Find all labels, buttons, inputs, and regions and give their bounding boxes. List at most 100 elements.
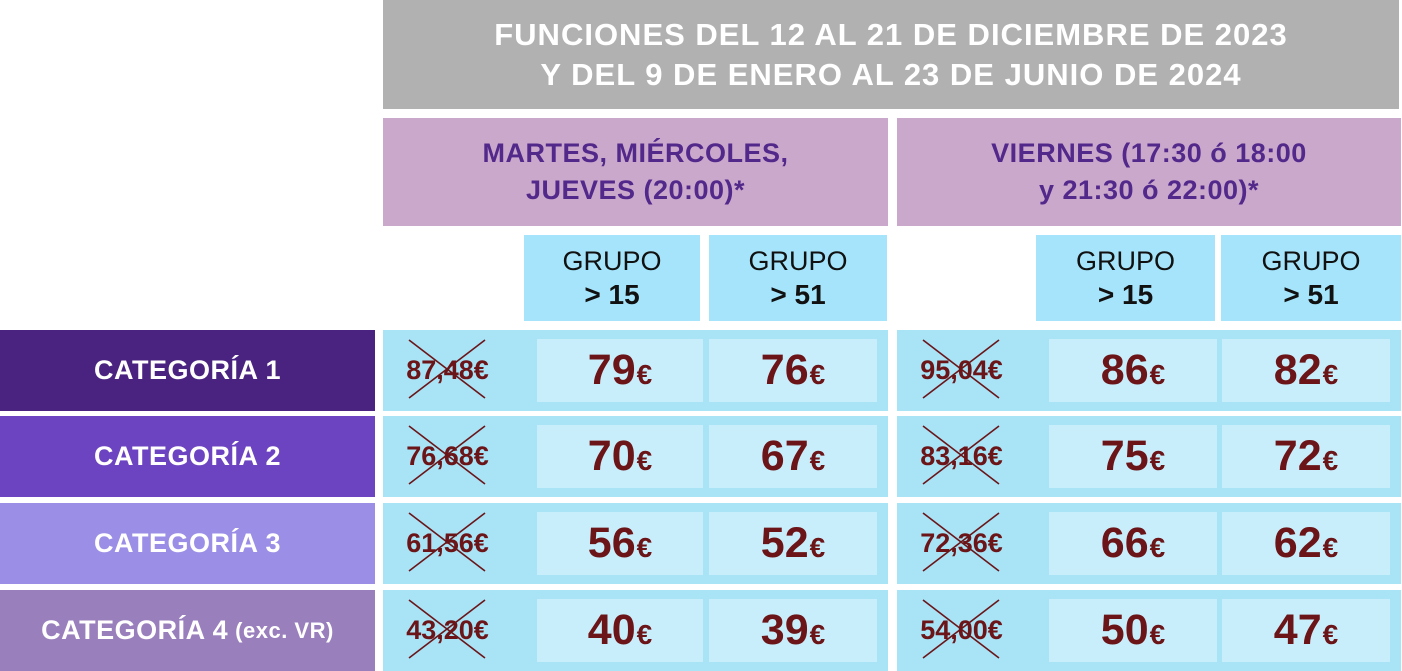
price-value: 75€ [1101, 432, 1165, 481]
price-cell: 66€ [1049, 512, 1217, 575]
category-name: CATEGORÍA 2 [93, 441, 281, 471]
currency-symbol: € [1322, 359, 1339, 390]
day-header-friday: VIERNES (17:30 ó 18:00 y 21:30 ó 22:00)* [897, 118, 1401, 226]
old-price: 61,56€ [385, 503, 510, 584]
currency-symbol: € [1149, 359, 1166, 390]
price-value: 76€ [761, 346, 825, 395]
price-value: 66€ [1101, 519, 1165, 568]
price-cell: 70€ [537, 425, 703, 488]
currency-symbol: € [809, 619, 826, 650]
price-cell: 47€ [1222, 599, 1390, 662]
price-value: 40€ [588, 606, 652, 655]
price-amount: 40 [587, 606, 636, 654]
category-note: (exc. VR) [235, 617, 334, 643]
category-label: CATEGORÍA 3 [0, 503, 375, 584]
price-amount: 62 [1273, 519, 1322, 567]
category-name: CATEGORÍA 3 [93, 528, 281, 558]
price-cell: 67€ [709, 425, 877, 488]
group-header: GRUPO > 15 [524, 235, 700, 321]
day-header-line-2: y 21:30 ó 22:00)* [1038, 175, 1260, 205]
currency-symbol: € [809, 445, 826, 476]
price-cell: 52€ [709, 512, 877, 575]
price-cell: 40€ [537, 599, 703, 662]
price-amount: 76 [760, 346, 809, 394]
currency-symbol: € [636, 532, 653, 563]
currency-symbol: € [1149, 532, 1166, 563]
category-label: CATEGORÍA 1 [0, 330, 375, 411]
price-amount: 79 [587, 346, 636, 394]
price-amount: 39 [760, 606, 809, 654]
group-header: GRUPO > 51 [709, 235, 887, 321]
group-value: > 15 [1097, 279, 1154, 310]
old-price: 76,68€ [385, 416, 510, 497]
group-value: > 51 [770, 279, 826, 310]
currency-symbol: € [1322, 532, 1339, 563]
price-amount: 52 [760, 519, 809, 567]
header-line-1: FUNCIONES DEL 12 AL 21 DE DICIEMBRE DE 2… [494, 16, 1288, 52]
strikethrough-cross-icon [408, 512, 486, 572]
strikethrough-cross-icon [922, 512, 1000, 572]
price-cell: 56€ [537, 512, 703, 575]
price-cell: 72€ [1222, 425, 1390, 488]
day-header-line-2: JUEVES (20:00)* [525, 175, 746, 205]
day-header-line-1: MARTES, MIÉRCOLES, [482, 138, 789, 168]
strikethrough-cross-icon [408, 339, 486, 399]
price-cell: 79€ [537, 339, 703, 402]
currency-symbol: € [1322, 445, 1339, 476]
old-price: 72,36€ [899, 503, 1024, 584]
price-value: 72€ [1274, 432, 1338, 481]
currency-symbol: € [1149, 445, 1166, 476]
price-value: 47€ [1274, 606, 1338, 655]
category-name: CATEGORÍA 1 [93, 355, 281, 385]
category-label: CATEGORÍA 2 [0, 416, 375, 497]
strikethrough-cross-icon [922, 339, 1000, 399]
price-value: 39€ [761, 606, 825, 655]
group-header: GRUPO > 15 [1036, 235, 1215, 321]
price-cell: 82€ [1222, 339, 1390, 402]
currency-symbol: € [809, 532, 826, 563]
price-cell: 50€ [1049, 599, 1217, 662]
price-amount: 56 [587, 519, 636, 567]
old-price: 83,16€ [899, 416, 1024, 497]
old-price: 87,48€ [385, 330, 510, 411]
price-cell: 75€ [1049, 425, 1217, 488]
price-amount: 70 [587, 432, 636, 480]
price-value: 67€ [761, 432, 825, 481]
price-value: 52€ [761, 519, 825, 568]
price-amount: 50 [1100, 606, 1149, 654]
category-label: CATEGORÍA 4 (exc. VR) [0, 590, 375, 671]
currency-symbol: € [1322, 619, 1339, 650]
currency-symbol: € [636, 359, 653, 390]
price-cell: 86€ [1049, 339, 1217, 402]
old-price: 95,04€ [899, 330, 1024, 411]
price-value: 62€ [1274, 519, 1338, 568]
price-amount: 86 [1100, 346, 1149, 394]
group-label: GRUPO [748, 246, 848, 276]
group-value: > 51 [1283, 279, 1339, 310]
price-amount: 72 [1273, 432, 1322, 480]
price-amount: 66 [1100, 519, 1149, 567]
price-cell: 62€ [1222, 512, 1390, 575]
price-amount: 67 [760, 432, 809, 480]
group-header: GRUPO > 51 [1221, 235, 1401, 321]
old-price: 54,00€ [899, 590, 1024, 671]
group-label: GRUPO [1261, 246, 1361, 276]
price-value: 56€ [588, 519, 652, 568]
day-header-line-1: VIERNES (17:30 ó 18:00 [991, 138, 1307, 168]
price-cell: 39€ [709, 599, 877, 662]
price-amount: 75 [1100, 432, 1149, 480]
old-price: 43,20€ [385, 590, 510, 671]
currency-symbol: € [809, 359, 826, 390]
strikethrough-cross-icon [408, 599, 486, 659]
price-value: 79€ [588, 346, 652, 395]
header-line-2: Y DEL 9 DE ENERO AL 23 DE JUNIO DE 2024 [540, 56, 1242, 92]
schedule-header: FUNCIONES DEL 12 AL 21 DE DICIEMBRE DE 2… [383, 0, 1399, 109]
price-value: 70€ [588, 432, 652, 481]
currency-symbol: € [636, 445, 653, 476]
currency-symbol: € [636, 619, 653, 650]
category-name: CATEGORÍA 4 [41, 615, 229, 645]
currency-symbol: € [1149, 619, 1166, 650]
price-value: 86€ [1101, 346, 1165, 395]
price-cell: 76€ [709, 339, 877, 402]
strikethrough-cross-icon [922, 425, 1000, 485]
